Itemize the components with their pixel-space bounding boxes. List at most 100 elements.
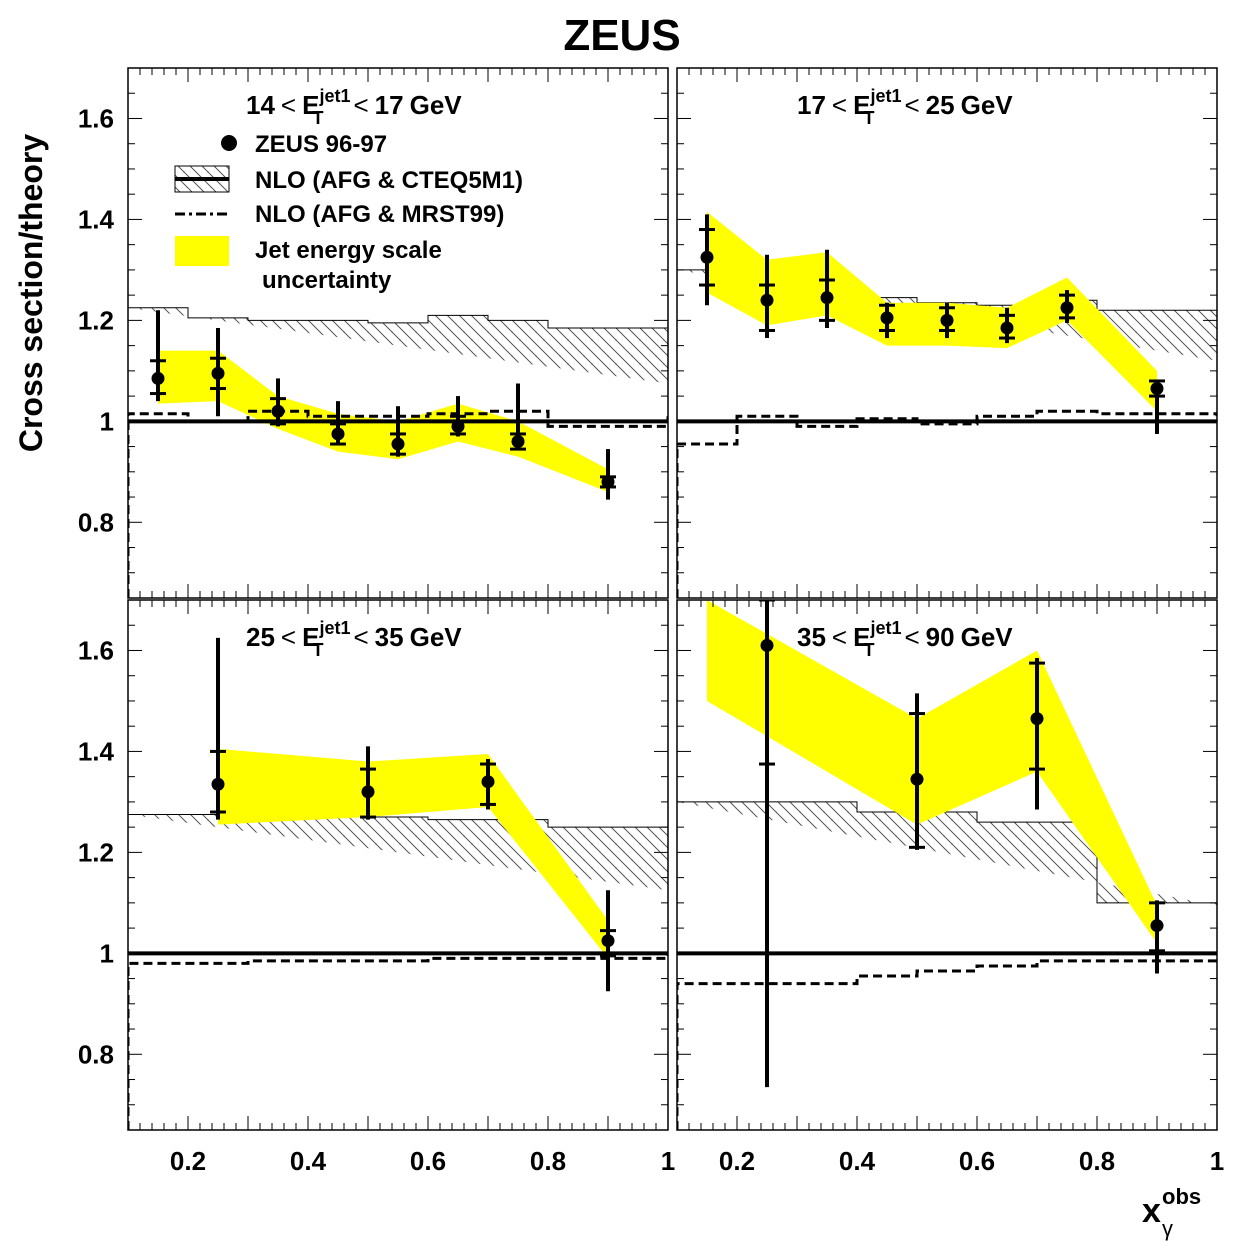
panel-title-sup: jet1: [869, 618, 901, 638]
panel-title-high: 35: [375, 622, 404, 652]
panel-title-lt2: <: [904, 90, 919, 120]
data-marker: [1060, 301, 1074, 315]
data-point-3: [1029, 658, 1045, 810]
y-tick-label: 0.8: [78, 1039, 114, 1069]
data-marker: [601, 934, 615, 948]
data-point-1: [699, 214, 715, 306]
data-marker: [451, 419, 465, 433]
panel-title: 14 < Ejet1 T <17 GeV: [246, 86, 462, 128]
data-point-8: [600, 449, 616, 500]
x-axis-title: x obs γ: [1142, 1184, 1201, 1241]
y-tick-label: 1: [100, 938, 114, 968]
panel-frame: [676, 67, 1218, 599]
y-tick-label: 1.2: [78, 837, 114, 867]
data-marker: [601, 475, 615, 489]
nlo-mrst99-line: [128, 953, 668, 1130]
panel-title-var: E: [302, 622, 319, 652]
data-marker: [760, 293, 774, 307]
panel-title-var: E: [853, 622, 870, 652]
data-marker: [700, 250, 714, 264]
panel-title-lt1: <: [281, 90, 296, 120]
data-marker: [1150, 382, 1164, 396]
panel-3: 0.811.21.41.60.2 0.4 0.6 0.8 125 < Ejet1 T <35 Ge…: [78, 599, 675, 1176]
x-axis-title-base: x: [1142, 1192, 1161, 1230]
x-tick-label: 0.6: [959, 1146, 995, 1176]
jet-energy-scale-band: [707, 211, 1157, 412]
nlo-mrst99-line: [677, 959, 1217, 1130]
legend: ZEUS 96-97 NLO (AFG & CTEQ5M1) NLO (AFG & …: [174, 131, 523, 294]
panel-frame: [676, 599, 1218, 1131]
panel-4: 0.2 0.4 0.6 0.8 135 < Ejet1 T <90 GeV: [676, 599, 1224, 1176]
panel-plot-area: [128, 307, 668, 598]
nlo-mrst99-line: [128, 409, 668, 598]
y-tick-label: 1.6: [78, 103, 114, 133]
panel-title-low: 25: [246, 622, 275, 652]
legend-swatch-band: [175, 236, 229, 266]
y-tick-label: 1.4: [78, 736, 115, 766]
y-tick-label: 0.8: [78, 507, 114, 537]
data-point-8: [1149, 379, 1165, 434]
panel-title-lt2: <: [904, 622, 919, 652]
data-point-1: [150, 310, 166, 402]
data-point-3: [480, 759, 496, 810]
x-tick-label: 1: [661, 1146, 675, 1176]
data-point-5: [390, 406, 406, 457]
jet-energy-scale-band: [707, 600, 1157, 944]
chart-title: ZEUS: [563, 11, 680, 60]
panel-ticks: [676, 599, 1218, 1130]
panel-title-low: 17: [797, 90, 826, 120]
x-axis-title-sub: γ: [1162, 1216, 1173, 1241]
panel-title-low: 35: [797, 622, 826, 652]
panel-plot-area: [677, 211, 1217, 598]
x-axis-title-sup: obs: [1162, 1184, 1201, 1209]
data-marker: [211, 777, 225, 791]
legend-label-band: Jet energy scale: [255, 237, 442, 264]
panel-title-lt1: <: [832, 622, 847, 652]
panel-title-sub: T: [312, 108, 323, 128]
data-point-3: [270, 378, 286, 427]
data-point-5: [939, 302, 955, 339]
y-axis-title: Cross section/theory: [13, 134, 49, 453]
nlo-uncertainty-band: [128, 307, 668, 384]
panel-plot-area: [128, 637, 668, 1130]
legend-marker-data: [221, 135, 237, 151]
data-point-7: [1059, 290, 1075, 323]
x-tick-label: 0.4: [839, 1146, 876, 1176]
data-marker: [361, 785, 375, 799]
data-point-6: [450, 396, 466, 437]
data-point-4: [879, 302, 895, 339]
data-point-2: [909, 693, 925, 850]
data-point-3: [819, 249, 835, 328]
panel-title-sub: T: [863, 640, 874, 660]
panel-ticks: [676, 67, 1218, 598]
x-tick-label: 1: [1210, 1146, 1224, 1176]
panel-ticks: [127, 599, 669, 1130]
panel-title-high: 17: [375, 90, 404, 120]
y-tick-label: 1.6: [78, 635, 114, 665]
data-marker: [271, 404, 285, 418]
data-marker: [1000, 321, 1014, 335]
panel-title-sup: jet1: [318, 618, 350, 638]
panel-title-unit: GeV: [961, 622, 1014, 652]
panel-title: 17 < Ejet1 T <25 GeV: [797, 86, 1013, 128]
data-marker: [211, 366, 225, 380]
panel-title-lt1: <: [281, 622, 296, 652]
panel-title-var: E: [853, 90, 870, 120]
legend-label-cteq: NLO (AFG & CTEQ5M1): [255, 167, 523, 194]
data-marker: [760, 638, 774, 652]
data-marker: [820, 291, 834, 305]
panel-plot-area: [677, 600, 1217, 1130]
panel-title: 35 < Ejet1 T <90 GeV: [797, 618, 1013, 660]
panel-title-lt2: <: [353, 90, 368, 120]
data-point-7: [510, 383, 526, 451]
data-point-2: [360, 746, 376, 820]
data-marker: [940, 313, 954, 327]
data-marker: [151, 371, 165, 385]
panel-frame: [127, 599, 669, 1131]
panel-title-var: E: [302, 90, 319, 120]
x-tick-label: 0.2: [719, 1146, 755, 1176]
panel-title-high: 25: [926, 90, 955, 120]
data-point-6: [999, 307, 1015, 344]
data-marker: [391, 437, 405, 451]
data-marker: [910, 772, 924, 786]
